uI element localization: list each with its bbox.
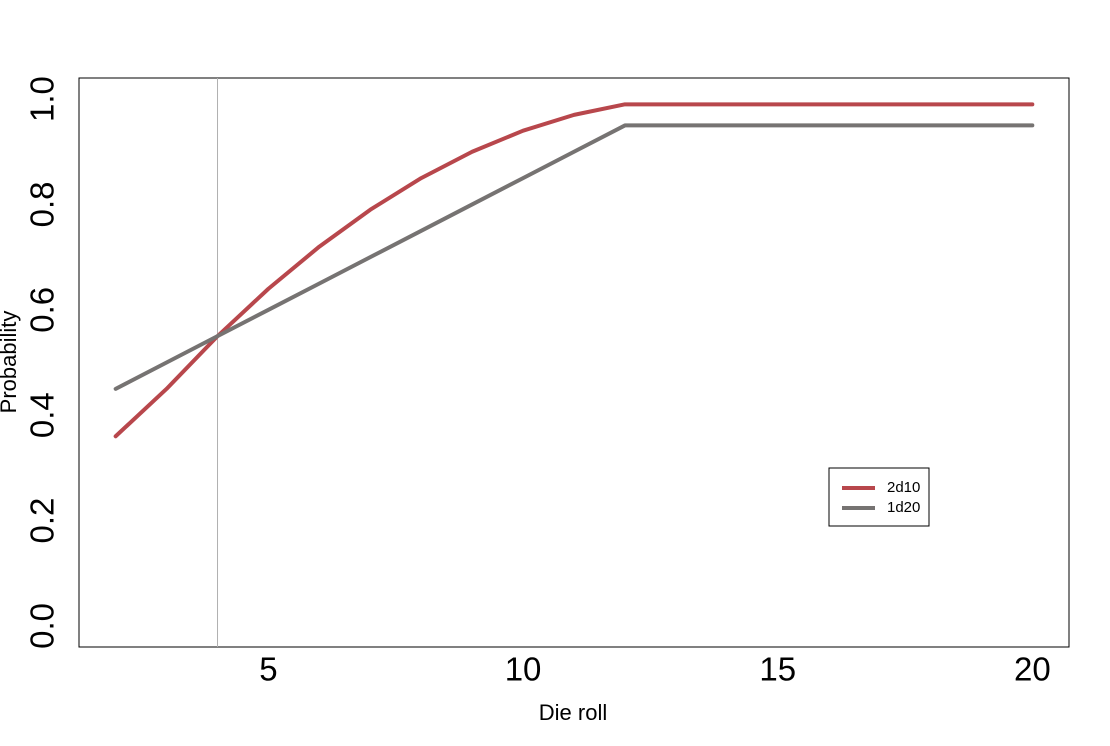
x-axis-title: Die roll [539,700,607,725]
y-tick-label: 0.4 [24,392,61,438]
x-tick-label: 5 [259,651,277,688]
y-tick-label: 0.0 [24,603,61,649]
y-tick-label: 0.8 [24,182,61,228]
y-tick-label: 1.0 [24,76,61,122]
plot-frame [78,77,1070,648]
x-tick-label: 10 [505,651,542,688]
x-tick-label: 15 [759,651,796,688]
legend-label: 1d20 [887,499,920,516]
series-line [113,123,1035,391]
x-tick-label: 20 [1014,651,1051,688]
series-line [113,102,1035,439]
y-tick-label: 0.6 [24,287,61,333]
legend-box [828,467,930,527]
y-axis-title: Probability [0,311,21,414]
y-tick-label: 0.2 [24,498,61,544]
legend-label: 2d10 [887,479,920,496]
